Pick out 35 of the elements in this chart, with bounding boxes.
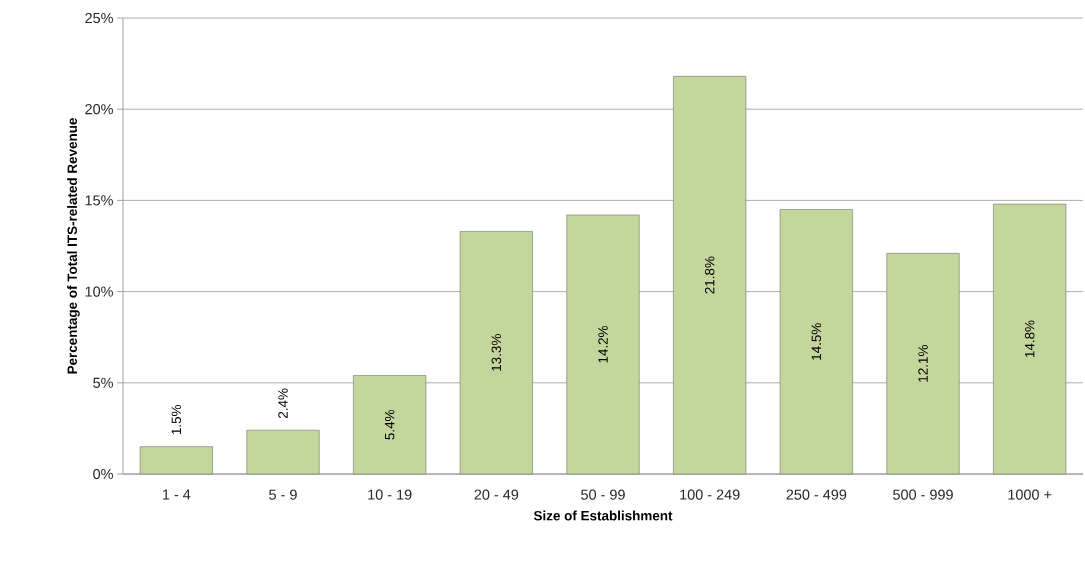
data-label: 14.2% <box>598 325 608 363</box>
bar <box>779 209 853 475</box>
x-tick-label: 1 - 4 <box>162 489 191 500</box>
data-label: 14.5% <box>811 323 822 360</box>
x-tick-label: 20 - 49 <box>474 489 519 500</box>
bar <box>993 203 1067 475</box>
y-tick-label: 10% <box>85 286 113 297</box>
data-label: 13.3% <box>491 334 502 371</box>
data-label: 12.1% <box>918 345 928 382</box>
y-tick-label: 25% <box>85 12 113 24</box>
data-label: 2.4% <box>278 388 288 419</box>
data-label: 1.5% <box>171 404 182 435</box>
x-axis-title: Size of Establishment <box>533 510 673 521</box>
y-tick-label: 20% <box>85 104 113 115</box>
y-tick-label: 5% <box>93 377 113 388</box>
bar <box>459 231 533 475</box>
bar <box>673 76 747 475</box>
x-tick-label: 250 - 499 <box>786 489 847 500</box>
y-tick-label: 15% <box>85 195 113 206</box>
bar <box>246 429 320 475</box>
bar <box>353 375 427 475</box>
data-label: 5.4% <box>384 409 395 440</box>
bar <box>886 252 960 475</box>
bar <box>139 446 213 475</box>
y-axis-title: Percentage of Total ITS-related Revenue <box>67 118 80 374</box>
bar <box>566 214 640 475</box>
data-label: 14.8% <box>1024 320 1035 358</box>
y-tick-label: 0% <box>93 468 113 480</box>
x-tick-label: 500 - 999 <box>893 489 953 500</box>
data-label: 21.8% <box>704 256 715 294</box>
x-tick-label: 50 - 99 <box>581 489 625 500</box>
x-tick-label: 10 - 19 <box>368 489 412 500</box>
x-tick-label: 5 - 9 <box>269 489 297 500</box>
x-tick-label: 1000 + <box>1008 489 1052 500</box>
x-tick-label: 100 - 249 <box>680 489 740 500</box>
